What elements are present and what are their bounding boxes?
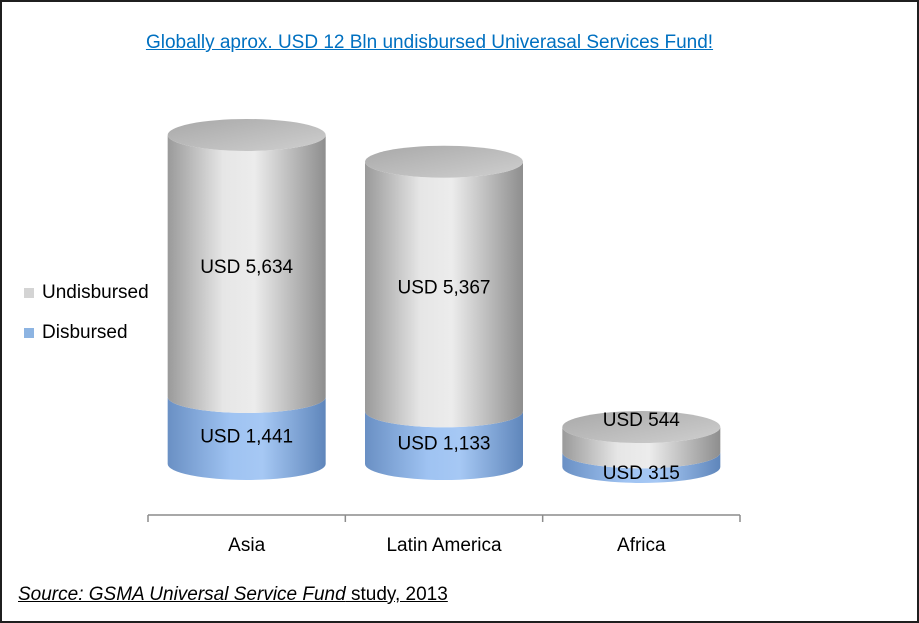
bar-top-cap xyxy=(365,145,523,178)
x-tick-label: Africa xyxy=(617,535,666,556)
data-label-disbursed: USD 315 xyxy=(603,463,680,484)
legend: Undisbursed Disbursed xyxy=(24,282,149,362)
data-label-undisbursed: USD 5,367 xyxy=(398,278,491,299)
bar-disbursed xyxy=(562,452,721,483)
chart-title: Globally aprox. USD 12 Bln undisbursed U… xyxy=(145,32,714,53)
legend-label-disbursed: Disbursed xyxy=(42,322,128,343)
bar-disbursed xyxy=(167,396,326,480)
legend-swatch-undisbursed xyxy=(24,288,34,298)
source-note: Source: GSMA Universal Service Fund stud… xyxy=(18,584,448,606)
bar-top-cap xyxy=(167,118,326,151)
bar-top-cap xyxy=(562,411,721,444)
legend-item-disbursed: Disbursed xyxy=(24,322,149,344)
legend-label-undisbursed: Undisbursed xyxy=(42,282,149,303)
source-suffix: study, 2013 xyxy=(345,584,448,605)
source-prefix: Source: GSMA Universal Service Fund xyxy=(18,584,346,605)
legend-swatch-disbursed xyxy=(24,328,34,338)
bar-undisbursed xyxy=(365,161,523,428)
data-label-undisbursed: USD 544 xyxy=(603,410,681,431)
x-tick-label: Asia xyxy=(228,535,265,556)
data-label-disbursed: USD 1,133 xyxy=(398,434,491,455)
data-label-undisbursed: USD 5,634 xyxy=(200,257,293,278)
legend-item-undisbursed: Undisbursed xyxy=(24,282,149,304)
bar-undisbursed xyxy=(167,134,326,413)
bar-disbursed xyxy=(365,411,523,480)
bar-undisbursed xyxy=(562,427,721,469)
x-tick-label: Latin America xyxy=(386,535,502,556)
data-label-disbursed: USD 1,441 xyxy=(200,426,293,447)
